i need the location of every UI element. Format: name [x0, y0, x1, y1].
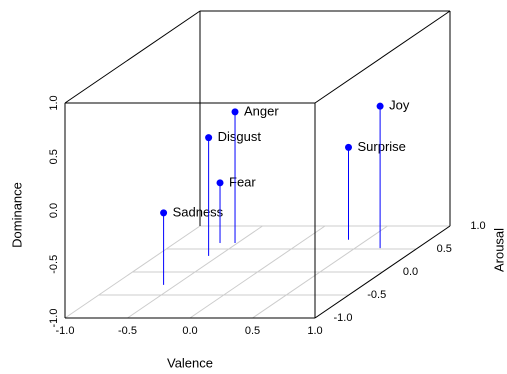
x-axis-label: Valence — [167, 355, 213, 370]
y-tick-label: 1.0 — [470, 220, 485, 232]
z-axis-label: Dominance — [9, 182, 24, 248]
box-edge — [64, 10, 201, 104]
point — [345, 143, 352, 151]
z-tick-label: 0.0 — [48, 203, 60, 218]
point — [205, 134, 213, 142]
point-label: Disgust — [218, 129, 262, 144]
point-label: Joy — [389, 98, 410, 113]
grid-line — [64, 225, 201, 319]
box-edge — [314, 10, 451, 104]
y-tick-label: -0.5 — [367, 289, 386, 301]
point-label: Sadness — [173, 204, 224, 219]
grid-line — [189, 225, 326, 319]
x-tick-label: -0.5 — [118, 325, 137, 337]
y-tick-label: 0.5 — [437, 243, 452, 255]
point-label: Surprise — [358, 139, 406, 154]
y-tick-label: 0.0 — [403, 266, 418, 278]
x-tick-label: 1.0 — [307, 325, 322, 337]
point-label: Anger — [244, 103, 279, 118]
point — [376, 102, 384, 110]
x-tick-label: -1.0 — [56, 325, 75, 337]
x-tick-label: 0.5 — [245, 325, 260, 337]
box-edge — [314, 225, 451, 319]
point — [231, 108, 239, 116]
x-tick-label: 0.0 — [182, 325, 197, 337]
z-tick-label: 0.5 — [48, 149, 60, 164]
y-tick-label: -1.0 — [334, 312, 353, 324]
z-tick-label: 1.0 — [48, 95, 60, 110]
y-axis-label: Arousal — [491, 228, 506, 272]
grid-line — [252, 225, 388, 319]
z-tick-label: -0.5 — [48, 255, 60, 274]
grid-line — [127, 225, 263, 319]
point — [160, 209, 168, 217]
point-label: Fear — [229, 174, 256, 189]
z-tick-label: -1.0 — [48, 309, 60, 328]
point — [216, 179, 224, 187]
